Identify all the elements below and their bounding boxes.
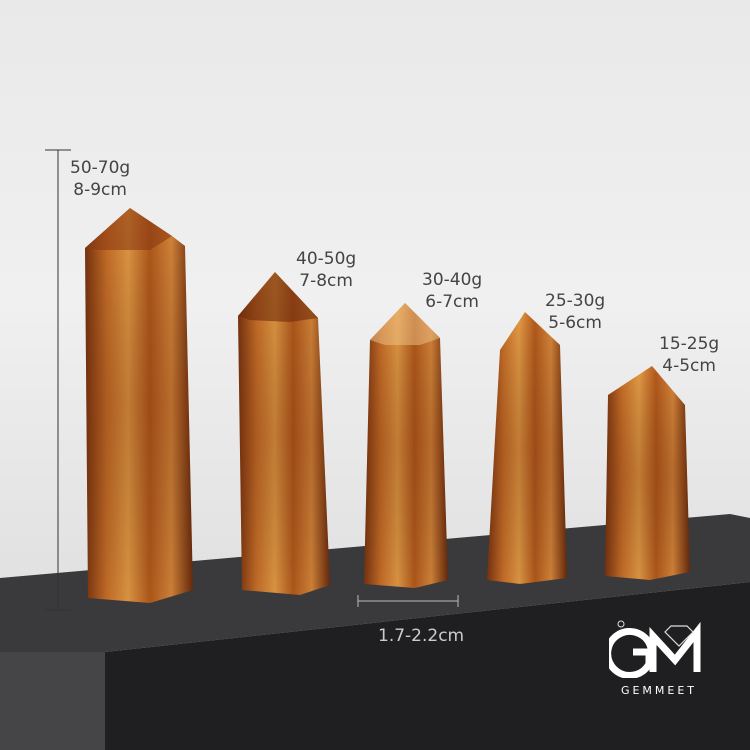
logo-name: GEMMEET (620, 684, 698, 697)
crystal-5 (605, 366, 690, 580)
length-label: 4-5cm (662, 356, 716, 376)
crystal-2 (238, 272, 330, 595)
length-label: 8-9cm (73, 180, 127, 200)
crystal-3 (364, 303, 448, 588)
width-measure-line (357, 595, 459, 607)
weight-label: 40-50g (296, 249, 357, 269)
label-crystal-5: 15-25g 4-5cm (659, 333, 719, 377)
height-measure-line (45, 149, 71, 611)
length-label: 6-7cm (425, 292, 479, 312)
weight-label: 25-30g (545, 291, 606, 311)
label-crystal-4: 25-30g 5-6cm (545, 290, 605, 334)
diamond-icon (664, 625, 694, 647)
label-crystal-2: 40-50g 7-8cm (296, 248, 356, 292)
stand-side (0, 652, 105, 750)
crystal-4 (487, 312, 567, 584)
width-label: 1.7-2.2cm (378, 626, 465, 646)
label-crystal-3: 30-40g 6-7cm (422, 269, 482, 313)
weight-label: 30-40g (422, 270, 483, 290)
label-crystal-1: 50-70g 8-9cm (70, 157, 130, 201)
gemmeet-logo: GEMMEET (604, 618, 714, 697)
stand-front (105, 582, 750, 750)
length-label: 5-6cm (548, 313, 602, 333)
crystal-1 (85, 208, 193, 603)
weight-label: 50-70g (70, 158, 131, 178)
ring-icon (617, 620, 625, 628)
gm-monogram-icon (604, 620, 701, 679)
weight-label: 15-25g (659, 334, 720, 354)
length-label: 7-8cm (299, 271, 353, 291)
